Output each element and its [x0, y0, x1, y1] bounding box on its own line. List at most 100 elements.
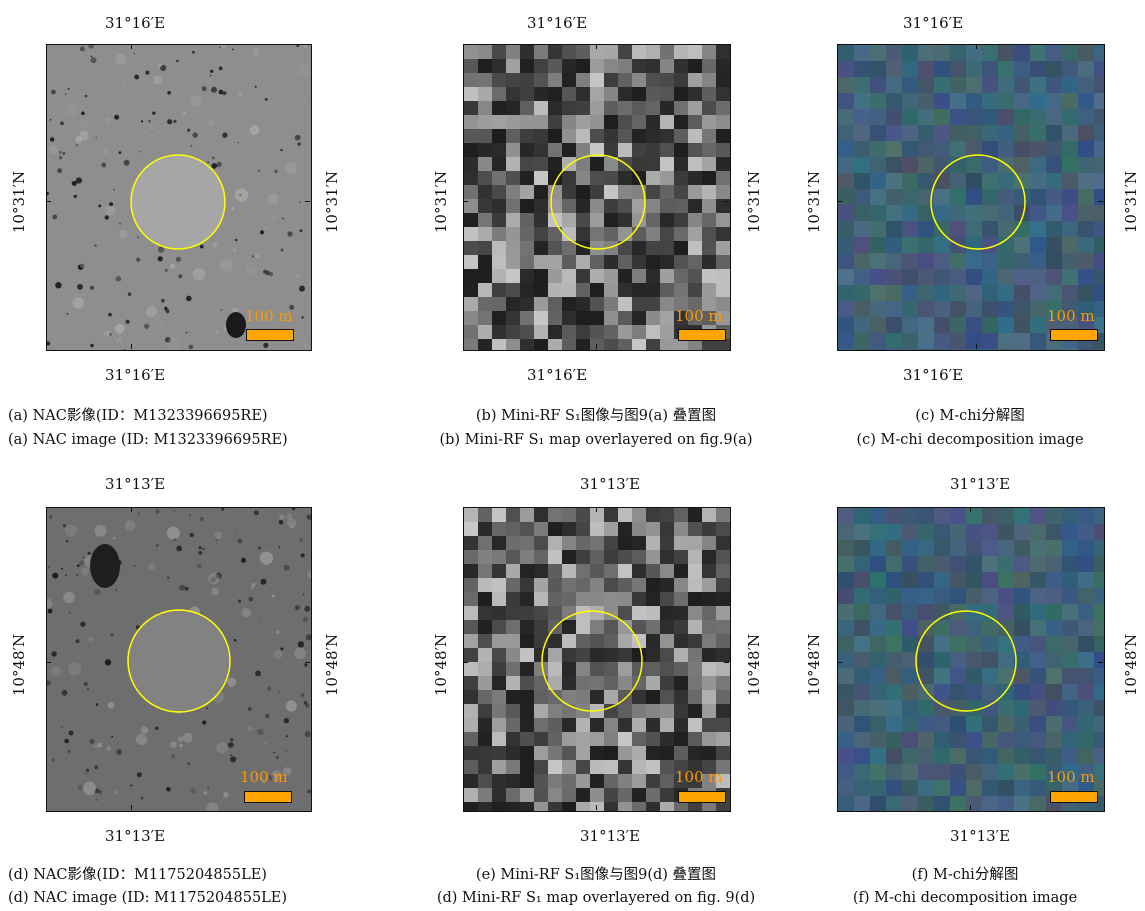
small-crater: [263, 342, 269, 348]
radar-pixel: [548, 690, 562, 704]
mchi-pixel: [950, 205, 966, 221]
small-crater: [210, 69, 214, 73]
radar-pixel: [520, 73, 534, 87]
mchi-pixel: [1094, 780, 1104, 796]
mchi-pixel: [998, 508, 1014, 524]
radar-pixel: [618, 704, 632, 718]
small-crater: [302, 616, 308, 622]
radar-pixel: [618, 718, 632, 732]
radar-pixel: [618, 45, 632, 59]
mchi-pixel: [918, 349, 934, 350]
mchi-pixel: [918, 173, 934, 189]
mchi-pixel: [982, 684, 998, 700]
mchi-pixel: [1094, 317, 1104, 333]
mchi-pixel: [886, 540, 902, 556]
surface-highlight: [63, 591, 75, 604]
mchi-pixel: [838, 93, 854, 109]
radar-pixel: [478, 508, 492, 522]
mchi-pixel: [982, 668, 998, 684]
small-crater: [190, 788, 196, 794]
mchi-pixel: [870, 61, 886, 77]
mchi-pixel: [1062, 716, 1078, 732]
mchi-pixel: [950, 796, 966, 811]
mchi-pixel: [1030, 109, 1046, 125]
radar-pixel: [506, 620, 520, 634]
mchi-pixel: [1078, 93, 1094, 109]
radar-pixel: [562, 732, 576, 746]
radar-pixel: [618, 311, 632, 325]
small-crater: [95, 798, 98, 802]
radar-pixel: [464, 171, 478, 185]
radar-pixel: [646, 115, 660, 129]
radar-pixel: [646, 578, 660, 592]
mchi-pixel: [870, 45, 886, 61]
mchi-pixel: [854, 620, 870, 636]
radar-pixel: [660, 578, 674, 592]
radar-pixel: [562, 550, 576, 564]
scale-bar: [678, 791, 726, 803]
mchi-pixel: [950, 636, 966, 652]
surface-highlight: [271, 770, 282, 782]
radar-pixel: [464, 199, 478, 213]
mchi-pixel: [838, 572, 854, 588]
radar-pixel: [660, 704, 674, 718]
radar-pixel: [534, 325, 548, 339]
small-crater: [60, 121, 64, 126]
mchi-pixel: [1014, 748, 1030, 764]
caption-english: (c) M-chi decomposition image: [856, 432, 1084, 448]
small-crater: [176, 545, 183, 552]
mchi-pixel: [1030, 684, 1046, 700]
mchi-decomposition-image: [837, 44, 1105, 351]
small-crater: [230, 756, 237, 763]
radar-pixel: [688, 522, 702, 536]
radar-pixel: [618, 746, 632, 760]
radar-pixel: [576, 59, 590, 73]
mchi-pixel: [886, 109, 902, 125]
small-crater: [299, 229, 303, 233]
radar-pixel: [464, 241, 478, 255]
radar-pixel: [646, 87, 660, 101]
radar-pixel: [534, 788, 548, 802]
radar-pixel: [702, 690, 716, 704]
bottom-longitude-label: 31°13′E: [580, 827, 641, 845]
caption-chinese: (e) Mini-RF S₁图像与图9(d) 叠置图: [475, 867, 717, 883]
radar-pixel: [478, 788, 492, 802]
mchi-pixel: [966, 796, 982, 811]
mchi-pixel: [870, 668, 886, 684]
radar-pixel: [716, 718, 730, 732]
radar-pixel: [674, 129, 688, 143]
radar-pixel: [688, 774, 702, 788]
radar-pixel: [534, 648, 548, 662]
radar-pixel: [520, 690, 534, 704]
radar-pixel: [562, 339, 576, 350]
mchi-pixel: [902, 269, 918, 285]
radar-pixel: [590, 718, 604, 732]
mchi-pixel: [950, 684, 966, 700]
mchi-pixel: [854, 61, 870, 77]
small-crater: [140, 796, 144, 800]
radar-pixel: [562, 87, 576, 101]
radar-pixel: [660, 802, 674, 811]
mchi-pixel: [886, 173, 902, 189]
tick-mark: [596, 44, 597, 49]
mchi-pixel: [1046, 636, 1062, 652]
radar-pixel: [688, 578, 702, 592]
surface-highlight: [203, 791, 207, 795]
mchi-pixel: [934, 141, 950, 157]
radar-pixel: [674, 297, 688, 311]
mchi-pixel: [1014, 45, 1030, 61]
mchi-pixel: [1094, 221, 1104, 237]
surface-highlight: [140, 726, 149, 734]
radar-pixel: [506, 718, 520, 732]
radar-pixel: [464, 227, 478, 241]
radar-pixel: [478, 73, 492, 87]
mchi-pixel: [1078, 716, 1094, 732]
tick-mark: [1098, 201, 1103, 202]
radar-pixel: [618, 101, 632, 115]
radar-pixel: [520, 746, 534, 760]
small-crater: [186, 295, 192, 302]
mchi-pixel: [854, 125, 870, 141]
mchi-pixel: [1030, 45, 1046, 61]
radar-pixel: [604, 592, 618, 606]
radar-pixel: [590, 143, 604, 157]
